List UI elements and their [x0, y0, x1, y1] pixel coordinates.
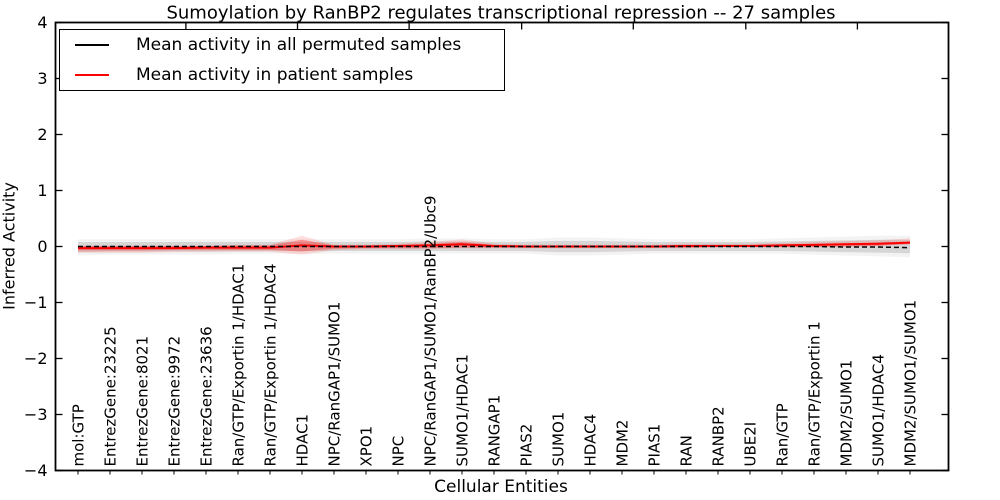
- legend-item-patient: Mean activity in patient samples: [60, 61, 504, 89]
- x-tick-label: MDM2/SUMO1/SUMO1: [902, 300, 920, 467]
- x-tick-label: RAN: [678, 435, 696, 466]
- y-tick-label: 3: [37, 69, 47, 88]
- y-tick-label: 4: [37, 13, 47, 32]
- x-tick-label: mol:GTP: [70, 404, 88, 466]
- y-tick-label: 0: [37, 237, 47, 256]
- x-tick-label: HDAC4: [582, 414, 600, 467]
- y-tick-label: −1: [24, 293, 48, 312]
- x-axis-label: Cellular Entities: [434, 477, 568, 497]
- x-tick-label: Ran/GTP/Exportin 1: [806, 321, 824, 466]
- x-tick-label: NPC/RanGAP1/SUMO1/RanBP2/Ubc9: [422, 196, 440, 467]
- x-tick-label: MDM2/SUMO1: [838, 360, 856, 467]
- chart-title: Sumoylation by RanBP2 regulates transcri…: [166, 2, 836, 24]
- x-tick-label: NPC: [390, 436, 408, 467]
- permuted-mean-line: [78, 245, 911, 249]
- x-tick-label: EntrezGene:8021: [134, 336, 152, 467]
- x-tick-label: SUMO1: [550, 412, 568, 467]
- y-tick-label: −3: [24, 405, 48, 424]
- x-tick-label: SUMO1/HDAC4: [870, 354, 888, 466]
- legend: Mean activity in all permuted samples Me…: [59, 29, 505, 91]
- x-tick-label: Ran/GTP/Exportin 1/HDAC4: [262, 264, 280, 467]
- x-tick-label: Ran/GTP: [774, 403, 792, 466]
- permuted-line-swatch: [75, 44, 109, 47]
- x-tick-label: RANBP2: [710, 406, 728, 466]
- y-tick-label: 2: [37, 125, 47, 144]
- x-tick-label: EntrezGene:23636: [198, 326, 216, 466]
- y-tick-label: −4: [24, 461, 48, 480]
- x-tick-label: RANGAP1: [486, 395, 504, 467]
- x-tick-label: PIAS1: [646, 424, 664, 467]
- patient-line-swatch: [75, 73, 109, 76]
- x-tick-label: EntrezGene:9972: [166, 336, 184, 467]
- y-tick-label: 1: [37, 181, 47, 200]
- x-tick-label: XPO1: [358, 426, 376, 467]
- y-axis-label: Inferred Activity: [0, 182, 19, 310]
- x-tick-label: NPC/RanGAP1/SUMO1: [326, 302, 344, 467]
- x-tick-label: UBE2I: [742, 422, 760, 467]
- x-tick-label: SUMO1/HDAC1: [454, 354, 472, 466]
- x-tick-label: Ran/GTP/Exportin 1/HDAC1: [230, 264, 248, 467]
- x-tick-label: MDM2: [614, 420, 632, 467]
- y-tick-label: −2: [24, 349, 48, 368]
- legend-item-permuted: Mean activity in all permuted samples: [60, 31, 504, 59]
- legend-label-patient: Mean activity in patient samples: [136, 64, 414, 85]
- x-tick-label: HDAC1: [294, 414, 312, 467]
- x-tick-label: PIAS2: [518, 424, 536, 467]
- legend-label-permuted: Mean activity in all permuted samples: [136, 35, 462, 56]
- x-tick-label: EntrezGene:23225: [102, 326, 120, 466]
